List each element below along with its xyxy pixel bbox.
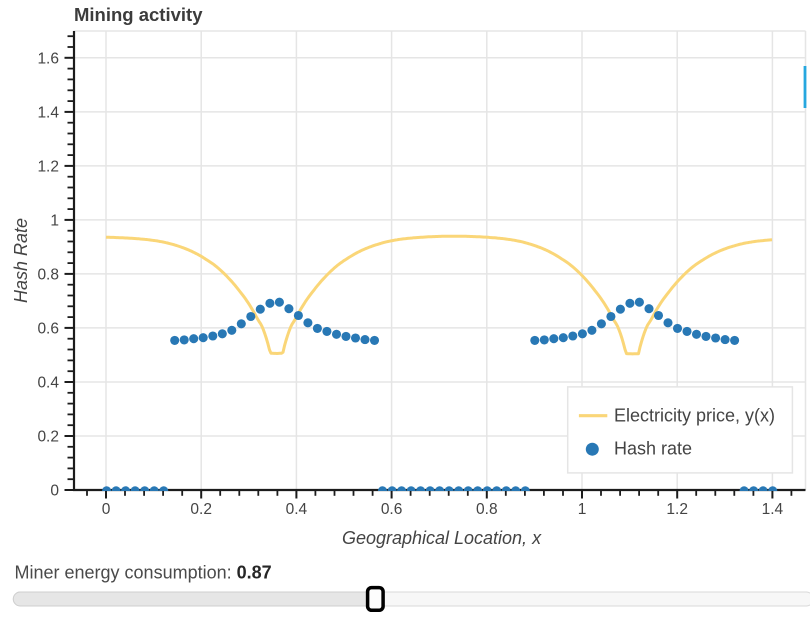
svg-text:1.4: 1.4 bbox=[37, 104, 59, 121]
svg-text:Hash Rate: Hash Rate bbox=[11, 218, 31, 303]
svg-text:1.2: 1.2 bbox=[37, 158, 59, 175]
svg-text:0: 0 bbox=[50, 483, 59, 500]
svg-text:0.8: 0.8 bbox=[476, 501, 498, 518]
svg-text:1: 1 bbox=[578, 501, 587, 518]
svg-text:Geographical Location, x: Geographical Location, x bbox=[342, 528, 542, 548]
svg-text:0.6: 0.6 bbox=[37, 320, 59, 337]
svg-text:0.6: 0.6 bbox=[381, 501, 403, 518]
svg-text:1.2: 1.2 bbox=[666, 501, 688, 518]
svg-text:0.8: 0.8 bbox=[37, 266, 59, 283]
svg-text:Hash rate: Hash rate bbox=[614, 439, 692, 459]
svg-text:0.2: 0.2 bbox=[37, 429, 59, 446]
svg-text:0.4: 0.4 bbox=[286, 501, 308, 518]
svg-text:Electricity price, y(x): Electricity price, y(x) bbox=[614, 406, 775, 426]
svg-text:1.6: 1.6 bbox=[37, 50, 59, 67]
svg-text:1: 1 bbox=[50, 212, 59, 229]
svg-text:0: 0 bbox=[102, 501, 111, 518]
svg-text:0.4: 0.4 bbox=[37, 375, 59, 392]
svg-text:Mining activity: Mining activity bbox=[74, 4, 203, 25]
svg-text:0.2: 0.2 bbox=[190, 501, 212, 518]
svg-text:Miner energy consumption: 0.87: Miner energy consumption: 0.87 bbox=[15, 563, 272, 583]
svg-text:1.4: 1.4 bbox=[762, 501, 784, 518]
